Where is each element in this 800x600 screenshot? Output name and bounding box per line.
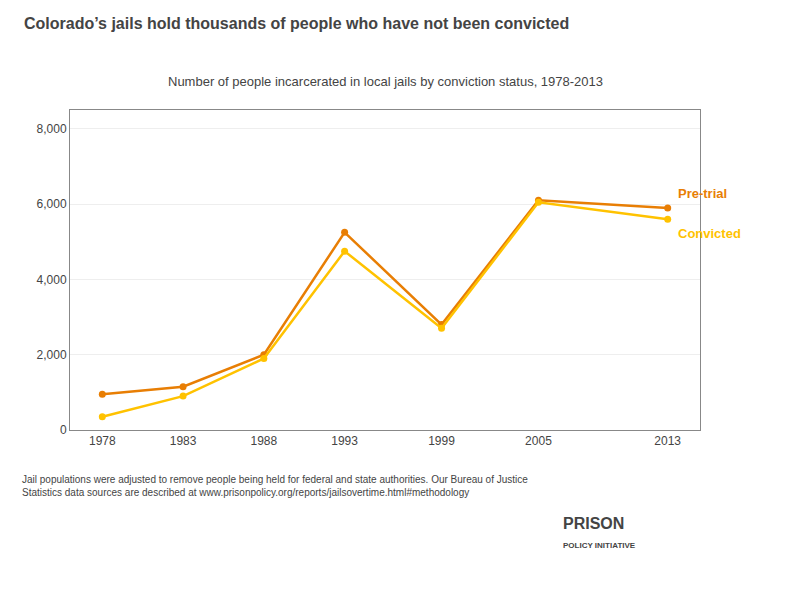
svg-text:1978: 1978 xyxy=(89,434,116,448)
svg-text:Jail populations were adjusted: Jail populations were adjusted to remove… xyxy=(22,474,528,498)
svg-text:POLICY INITIATIVE: POLICY INITIATIVE xyxy=(563,541,636,550)
svg-text:2013: 2013 xyxy=(654,434,681,448)
svg-text:Pre-trial: Pre-trial xyxy=(678,186,727,201)
svg-text:6,000: 6,000 xyxy=(37,197,67,211)
svg-text:Number of people incarcerated: Number of people incarcerated in local j… xyxy=(168,74,603,89)
svg-text:0: 0 xyxy=(60,423,67,437)
svg-text:PRISON: PRISON xyxy=(563,515,624,532)
svg-text:1999: 1999 xyxy=(428,434,455,448)
svg-text:1983: 1983 xyxy=(170,434,197,448)
svg-text:8,000: 8,000 xyxy=(37,122,67,136)
svg-text:4,000: 4,000 xyxy=(37,273,67,287)
svg-text:2,000: 2,000 xyxy=(37,348,67,362)
svg-text:2005: 2005 xyxy=(525,434,552,448)
svg-text:1988: 1988 xyxy=(250,434,277,448)
svg-text:Colorado’s jails hold thousand: Colorado’s jails hold thousands of peopl… xyxy=(24,15,569,32)
svg-text:1993: 1993 xyxy=(331,434,358,448)
svg-text:Convicted: Convicted xyxy=(678,226,741,241)
